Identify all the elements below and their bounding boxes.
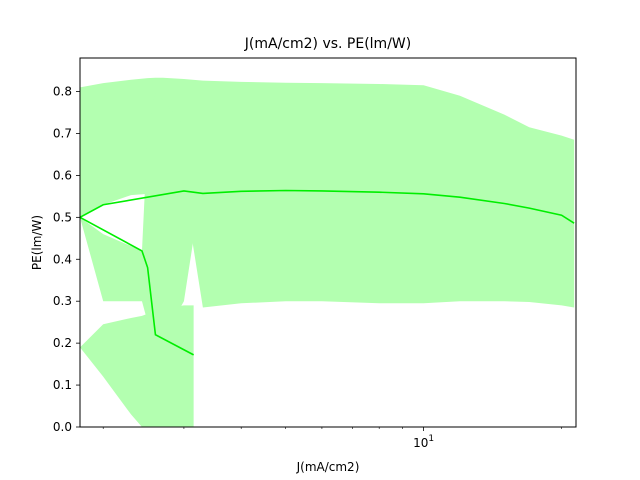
y-axis-label: PE(lm/W): [30, 215, 44, 270]
axis-ticks: 0.0 0.1 0.2 0.3 0.4 0.5 0.6 0.7 0.8 101: [53, 85, 562, 450]
band-2: [80, 305, 194, 427]
y-tick-label: 0.4: [53, 252, 72, 266]
y-tick-label: 0.8: [53, 85, 72, 99]
y-tick-label: 0.6: [53, 168, 72, 182]
confidence-bands: [80, 77, 575, 427]
x-axis-label: J(mA/cm2): [296, 460, 360, 474]
x-tick-label: 101: [413, 434, 434, 450]
plot-frame: [79, 57, 577, 428]
y-tick-label: 0.2: [53, 336, 72, 350]
series-line-1: [79, 216, 195, 356]
chart-title: J(mA/cm2) vs. PE(lm/W): [244, 36, 411, 52]
y-tick-label: 0.5: [53, 210, 72, 224]
band-1: [80, 91, 194, 352]
band-0: [80, 77, 575, 308]
series-lines: [79, 189, 575, 356]
y-tick-label: 0.0: [53, 420, 72, 434]
y-tick-label: 0.1: [53, 378, 72, 392]
series-line-0: [79, 189, 575, 224]
y-tick-label: 0.7: [53, 126, 72, 140]
y-tick-label: 0.3: [53, 294, 72, 308]
